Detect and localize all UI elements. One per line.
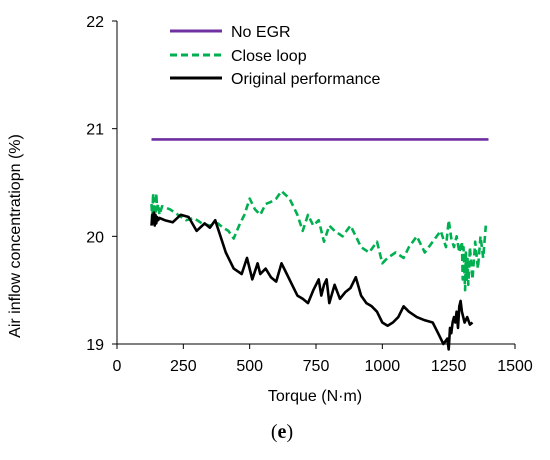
panel-label-letter: e bbox=[278, 421, 287, 443]
legend-label-1: No EGR bbox=[231, 24, 291, 41]
y-axis-title: Air inflow concentratiopn (%) bbox=[7, 134, 24, 338]
x-axis-ticks: 0 250 500 750 1000 1250 1500 bbox=[113, 344, 533, 375]
y-tick-label: 20 bbox=[86, 229, 104, 246]
x-axis-title: Torque (N·m) bbox=[268, 388, 362, 405]
legend: No EGR Close loop Original performance bbox=[170, 24, 381, 88]
y-tick-label: 21 bbox=[86, 122, 104, 139]
series-line-2 bbox=[150, 189, 488, 292]
x-tick-label: 250 bbox=[170, 358, 197, 375]
x-tick-label: 750 bbox=[303, 358, 330, 375]
legend-label-2: Close loop bbox=[231, 48, 307, 65]
y-axis-ticks: 19 20 21 22 bbox=[86, 14, 117, 354]
x-tick-label: 1250 bbox=[431, 358, 467, 375]
plot-series bbox=[150, 138, 489, 351]
y-tick-label: 22 bbox=[86, 14, 104, 31]
panel-label-open-paren: ( bbox=[271, 421, 278, 443]
x-tick-label: 1000 bbox=[365, 358, 401, 375]
legend-label-3: Original performance bbox=[231, 71, 381, 88]
x-tick-label: 1500 bbox=[497, 358, 533, 375]
panel-label: (e) bbox=[271, 421, 293, 443]
y-tick-label: 19 bbox=[86, 337, 104, 354]
series-line-3 bbox=[150, 211, 474, 351]
panel-label-close-paren: ) bbox=[286, 421, 293, 443]
x-tick-label: 500 bbox=[236, 358, 263, 375]
x-tick-label: 0 bbox=[113, 358, 122, 375]
